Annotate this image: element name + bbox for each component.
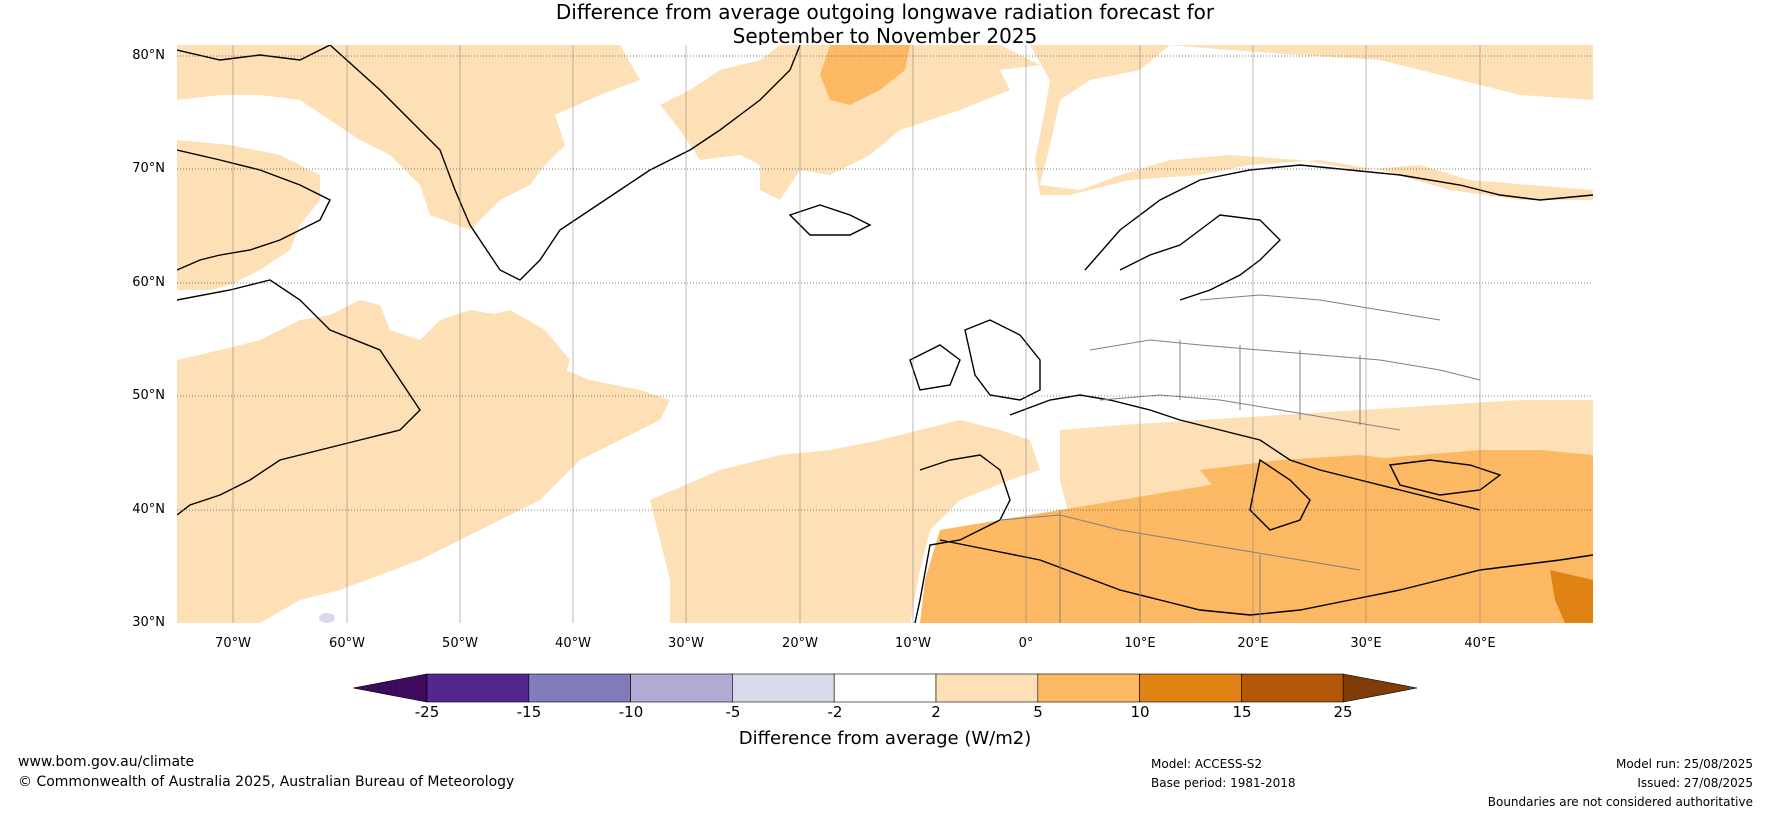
colorbar-label: Difference from average (W/m2) [738, 728, 1032, 749]
colorbar-extend-max [1342, 673, 1418, 703]
lon-label-10e: 10°E [1124, 636, 1156, 651]
coastlines [177, 45, 1593, 623]
lon-label-70w: 70°W [215, 636, 251, 651]
lon-label-30e: 30°E [1350, 636, 1382, 651]
lat-label-80n: 80°N [132, 48, 165, 63]
colorbar-segment [630, 673, 733, 703]
latitude-gridlines [177, 55, 1593, 511]
anomaly-zone-10-15 [1550, 570, 1593, 623]
anomaly-zone-5-10 [820, 45, 1593, 623]
website-text: www.bom.gov.au/climate [18, 754, 195, 770]
longitude-gridlines [232, 45, 1481, 623]
colorbar-tick: -5 [725, 703, 741, 721]
colorbar-tick: -2 [827, 703, 843, 721]
colorbar-segment [426, 673, 530, 703]
lat-label-60n: 60°N [132, 275, 165, 290]
copyright-text: © Commonwealth of Australia 2025, Austra… [18, 774, 515, 790]
colorbar-tick: 5 [1033, 703, 1043, 721]
lat-label-30n: 30°N [132, 615, 165, 630]
issued-text: Issued: 27/08/2025 [1637, 776, 1753, 790]
model-run-text: Model run: 25/08/2025 [1615, 757, 1753, 771]
lon-label-10w: 10°W [895, 636, 931, 651]
model-text: Model: ACCESS-S2 [1151, 757, 1263, 771]
colorbar-tick: 25 [1333, 703, 1353, 721]
lon-label-40w: 40°W [555, 636, 591, 651]
lon-label-60w: 60°W [329, 636, 365, 651]
colorbar-segment [1241, 673, 1344, 703]
lat-label-70n: 70°N [132, 161, 165, 176]
lon-label-20w: 20°W [782, 636, 818, 651]
colorbar-segment [1139, 673, 1242, 703]
lon-label-50w: 50°W [442, 636, 478, 651]
lon-label-30w: 30°W [668, 636, 704, 651]
colorbar-tick: -10 [618, 703, 644, 721]
colorbar-tick: 10 [1130, 703, 1150, 721]
anomaly-zone-negative [319, 613, 335, 623]
colorbar-segment [1037, 673, 1140, 703]
colorbar-tick: 15 [1232, 703, 1252, 721]
colorbar-tick: 2 [931, 703, 941, 721]
colorbar-segment [528, 673, 631, 703]
lat-label-50n: 50°N [132, 388, 165, 403]
title-line-2: September to November 2025 [732, 24, 1038, 48]
chart-title: Difference from average outgoing longwav… [0, 0, 1770, 48]
colorbar-extend-min [352, 673, 428, 703]
colorbar-segment [935, 673, 1039, 703]
colorbar-segment [732, 673, 835, 703]
disclaimer-text: Boundaries are not considered authoritat… [1487, 795, 1753, 809]
lon-label-0: 0° [1018, 636, 1034, 651]
lon-label-20e: 20°E [1237, 636, 1269, 651]
title-line-1: Difference from average outgoing longwav… [555, 0, 1215, 24]
lon-label-40e: 40°E [1464, 636, 1496, 651]
lat-label-40n: 40°N [132, 502, 165, 517]
colorbar-tick: -15 [516, 703, 542, 721]
colorbar-segment [833, 673, 937, 703]
base-period-text: Base period: 1981-2018 [1151, 776, 1296, 790]
colorbar-tick: -25 [414, 703, 440, 721]
